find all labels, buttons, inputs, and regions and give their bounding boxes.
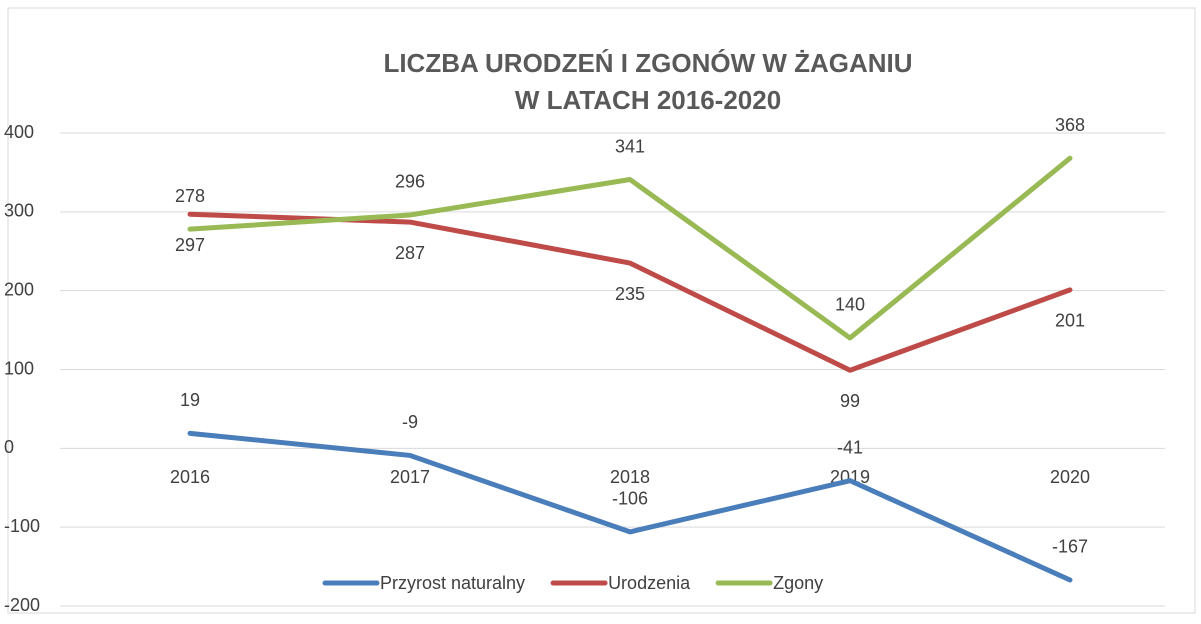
x-tick-label: 2018 — [610, 467, 650, 487]
y-tick-label: 0 — [4, 437, 14, 457]
data-label: 140 — [835, 295, 865, 315]
data-label: -106 — [612, 489, 648, 509]
x-tick-label: 2016 — [170, 467, 210, 487]
data-label: 99 — [840, 391, 860, 411]
y-tick-label: 100 — [4, 358, 34, 378]
data-label: -9 — [402, 412, 418, 432]
y-tick-label: -200 — [4, 595, 40, 615]
series-line — [187, 430, 1073, 583]
chart-title: W LATACH 2016-2020 — [515, 85, 781, 115]
data-label: 368 — [1055, 115, 1085, 135]
x-tick-label: 2017 — [390, 467, 430, 487]
y-tick-label: 300 — [4, 201, 34, 221]
y-tick-label: 400 — [4, 122, 34, 142]
data-label: 19 — [180, 390, 200, 410]
data-label: 235 — [615, 284, 645, 304]
chart-title: LICZBA URODZEŃ I ZGONÓW W ŻAGANIU — [383, 48, 912, 78]
y-tick-label: -100 — [4, 516, 40, 536]
legend-label: Urodzenia — [608, 573, 691, 593]
series-line — [187, 155, 1073, 341]
data-label: 297 — [175, 235, 205, 255]
data-label: 278 — [175, 186, 205, 206]
data-label: 201 — [1055, 311, 1085, 331]
chart-border — [7, 7, 1196, 614]
legend-label: Przyrost naturalny — [380, 573, 525, 593]
legend-label: Zgony — [773, 573, 823, 593]
data-label: -41 — [837, 437, 863, 457]
x-tick-label: 2020 — [1050, 467, 1090, 487]
data-label: 296 — [395, 172, 425, 192]
data-label: -167 — [1052, 537, 1088, 557]
data-label: 341 — [615, 136, 645, 156]
y-tick-label: 200 — [4, 279, 34, 299]
data-label: 287 — [395, 243, 425, 263]
